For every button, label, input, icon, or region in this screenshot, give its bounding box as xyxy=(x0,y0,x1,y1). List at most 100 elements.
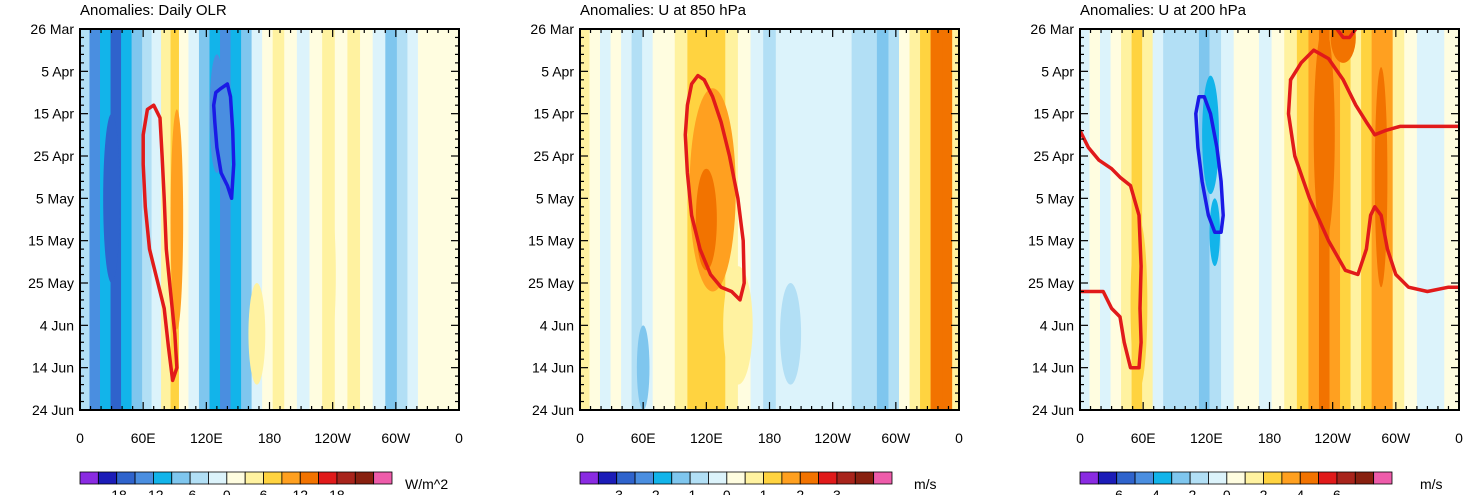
colorbar-box xyxy=(1354,471,1375,485)
colorbar-units: m/s xyxy=(914,476,937,492)
x-tick-label: 180 xyxy=(258,430,282,446)
band-lon-74 xyxy=(1152,29,1164,410)
band-lon-96 xyxy=(1174,29,1188,410)
anomaly-blob-0 xyxy=(170,109,184,330)
y-tick-label: 5 Apr xyxy=(541,63,574,79)
band-lon-108 xyxy=(1187,29,1200,410)
y-tick-label: 25 May xyxy=(1028,275,1074,291)
band-lon-308 xyxy=(898,29,911,410)
band-lon-252 xyxy=(838,29,853,410)
x-tick-label: 120W xyxy=(1314,430,1351,446)
colorbar-label: 3 xyxy=(833,487,841,495)
colorbar-label: -6 xyxy=(184,487,197,495)
band-lon-200 xyxy=(1284,29,1298,410)
colorbar-box xyxy=(799,471,819,485)
colorbar-box xyxy=(208,471,228,485)
colorbar-box xyxy=(763,471,783,485)
colorbar-box xyxy=(616,471,636,485)
panel-u850: Anomalies: U at 850 hPa m/s 26 Mar 5 Apr 1… xyxy=(528,2,963,495)
y-tick-label: 25 Apr xyxy=(534,148,575,164)
colorbar-box xyxy=(318,471,338,485)
y-tick-label: 25 Apr xyxy=(34,148,75,164)
band-lon-158 xyxy=(241,29,253,410)
colorbar-box xyxy=(689,471,709,485)
band-lon-44 xyxy=(621,29,633,410)
colorbar-box xyxy=(373,471,393,485)
band-lon-164 xyxy=(1246,29,1260,410)
y-tick-label: 25 May xyxy=(28,275,74,291)
anomaly-blob-1 xyxy=(695,168,717,271)
y-tick-label: 15 May xyxy=(28,233,74,249)
band-lon-180 xyxy=(763,29,777,410)
colorbar-box xyxy=(244,471,264,485)
colorbar-box xyxy=(263,471,283,485)
colorbar-box xyxy=(1281,471,1301,485)
colorbar-box xyxy=(116,471,136,485)
band-lon-24 xyxy=(600,29,612,410)
x-tick-label: 60E xyxy=(131,430,156,446)
y-tick-label: 15 May xyxy=(528,233,574,249)
colorbar-box xyxy=(1336,471,1356,485)
y-tick-label: 15 Apr xyxy=(1034,106,1075,122)
band-lon-340 xyxy=(1430,29,1445,410)
colorbar-box xyxy=(1153,471,1173,485)
x-tick-label: 60W xyxy=(881,430,911,446)
band-lon-216 xyxy=(801,29,815,410)
significance-contour-1 xyxy=(1288,48,1459,137)
y-tick-label: 5 May xyxy=(1036,190,1074,206)
band-lon-240 xyxy=(826,29,840,410)
colorbar-label: -6 xyxy=(1110,487,1123,495)
panel-title: Anomalies: Daily OLR xyxy=(80,2,227,19)
colorbar-label: -2 xyxy=(1184,487,1197,495)
band-lon-357 xyxy=(952,29,959,410)
colorbar-box xyxy=(336,471,356,485)
band-lon-228 xyxy=(813,29,827,410)
colorbar-box xyxy=(171,471,191,485)
band-lon-188 xyxy=(1271,29,1285,410)
band-lon-168 xyxy=(251,29,263,410)
anomaly-blob-3 xyxy=(325,206,336,343)
band-lon-34 xyxy=(1110,29,1122,410)
y-tick-label: 14 Jun xyxy=(32,360,74,376)
colorbar-box xyxy=(79,471,99,485)
band-lon-298 xyxy=(888,29,900,410)
colorbar-label: 18 xyxy=(329,487,345,495)
band-lon-108 xyxy=(188,29,200,410)
colorbar-box xyxy=(299,471,319,485)
colorbar-units: m/s xyxy=(1420,476,1443,492)
x-tick-label: 0 xyxy=(576,430,584,446)
colorbar-box xyxy=(1171,471,1191,485)
colorbar-box xyxy=(134,471,154,485)
colorbar-box xyxy=(836,471,856,485)
colorbar-box xyxy=(634,471,654,485)
colorbar-box xyxy=(653,471,673,485)
band-lon-288 xyxy=(876,29,890,410)
colorbar-box xyxy=(1097,471,1118,485)
colorbar-box xyxy=(1226,471,1246,485)
colorbar-box xyxy=(1318,471,1338,485)
anomaly-blob-4 xyxy=(248,283,266,385)
band-lon-140 xyxy=(1221,29,1235,410)
colorbar-box xyxy=(854,471,875,485)
colorbar-box xyxy=(1134,471,1154,485)
significance-contour-2 xyxy=(1286,78,1459,294)
x-tick-label: 120E xyxy=(690,430,723,446)
colorbar-label: -3 xyxy=(610,487,623,495)
y-tick-label: 4 Jun xyxy=(540,317,574,333)
band-lon-64 xyxy=(642,29,654,410)
band-lon-224 xyxy=(309,29,323,410)
y-tick-label: 14 Jun xyxy=(1032,360,1074,376)
anomaly-blob-2 xyxy=(636,325,650,410)
x-tick-label: 60E xyxy=(631,430,656,446)
band-lon-148 xyxy=(230,29,242,410)
colorbar-box xyxy=(1299,471,1319,485)
band-lon-118 xyxy=(1198,29,1211,410)
band-lon-292 xyxy=(1382,29,1394,410)
band-lon-272 xyxy=(1361,29,1373,410)
band-lon-54 xyxy=(1131,29,1143,410)
band-lon-14 xyxy=(589,29,601,410)
band-lon-128 xyxy=(209,29,221,410)
band-lon-54 xyxy=(631,29,643,410)
band-lon-4 xyxy=(580,29,591,410)
